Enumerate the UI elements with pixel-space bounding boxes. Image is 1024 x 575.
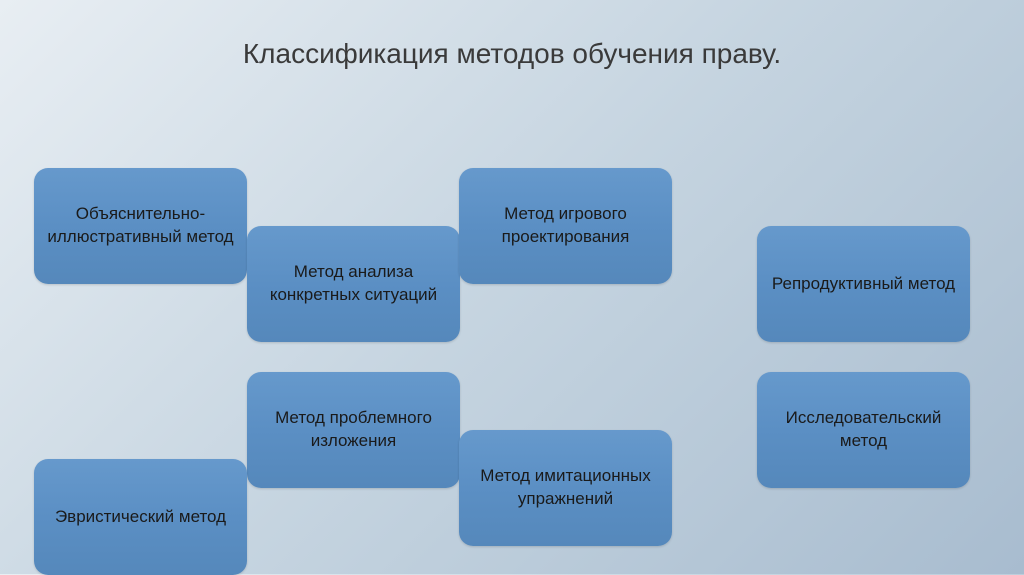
- node-heuristic: Эвристический метод: [34, 459, 247, 575]
- node-label: Объяснительно-иллюстративный метод: [46, 203, 235, 249]
- diagram-title: Классификация методов обучения праву.: [0, 38, 1024, 70]
- node-label: Исследовательский метод: [769, 407, 958, 453]
- node-game-design: Метод игрового проектирования: [459, 168, 672, 284]
- node-label: Метод игрового проектирования: [471, 203, 660, 249]
- node-problem-presentation: Метод проблемного изложения: [247, 372, 460, 488]
- node-label: Репродуктивный метод: [772, 273, 955, 296]
- node-label: Метод имитационных упражнений: [471, 465, 660, 511]
- node-research: Исследовательский метод: [757, 372, 970, 488]
- node-explanatory-illustrative: Объяснительно-иллюстративный метод: [34, 168, 247, 284]
- node-label: Эвристический метод: [55, 506, 226, 529]
- node-label: Метод проблемного изложения: [259, 407, 448, 453]
- node-label: Метод анализа конкретных ситуаций: [259, 261, 448, 307]
- node-reproductive: Репродуктивный метод: [757, 226, 970, 342]
- node-case-analysis: Метод анализа конкретных ситуаций: [247, 226, 460, 342]
- node-imitation-exercises: Метод имитационных упражнений: [459, 430, 672, 546]
